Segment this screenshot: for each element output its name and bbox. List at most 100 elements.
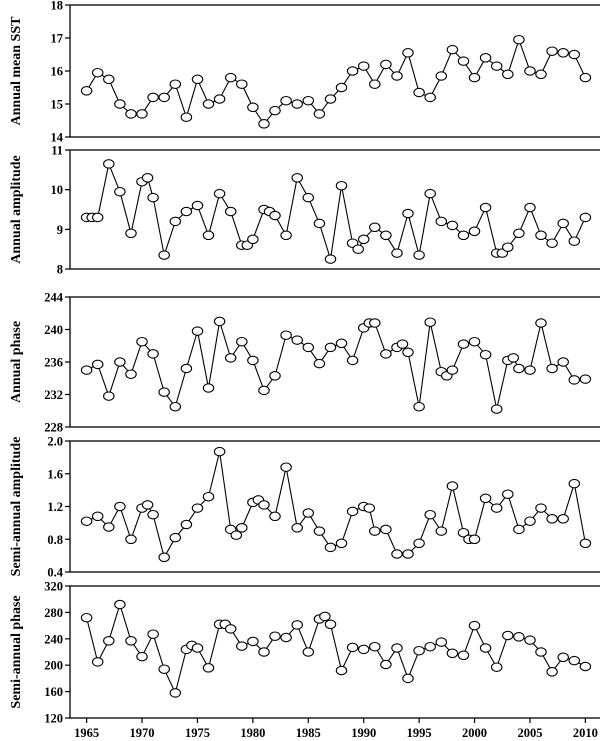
annual-mean-sst-series-line [86,37,586,125]
semi-annual-amplitude-point [236,523,248,533]
semi-annual-phase-point [280,632,292,643]
semi-annual-phase-point [402,673,414,684]
semi-annual-phase-point [557,652,569,663]
semi-annual-phase-axis-label: Semi-annual phase [9,595,24,708]
annual-amplitude-frame [69,149,600,270]
annual-mean-sst-point [191,74,204,85]
annual-mean-sst-point [369,79,381,89]
semi-annual-phase-point [357,644,370,655]
annual-mean-sst-point [291,99,303,109]
annual-amplitude-point [169,216,182,227]
semi-annual-amplitude-series-line [86,451,586,559]
semi-annual-phase-point [269,631,281,641]
annual-mean-sst-point [413,87,425,98]
semi-annual-phase-point [302,647,315,657]
annual-phase-point [457,339,470,349]
annual-mean-sst-point [424,92,436,103]
semi-annual-phase-point [91,657,104,667]
annual-mean-sst-point [346,66,359,76]
semi-annual-phase-point [169,688,182,698]
annual-phase-point [169,401,182,412]
annual-phase-point [335,338,348,349]
annual-mean-sst-point [80,86,93,96]
annual-amplitude-point [380,230,392,241]
annual-amplitude-axis-label: Annual amplitude [9,155,24,264]
annual-mean-sst-frame [69,4,600,138]
annual-phase-panel: 228 232 236 240 244 Annual phase [9,291,600,435]
semi-annual-amplitude-point [202,491,215,502]
annual-amplitude-point [435,216,448,227]
annual-mean-sst-point [568,49,581,60]
semi-annual-amplitude-point [502,489,514,499]
annual-mean-sst-point [313,109,326,119]
annual-amplitude-point [424,188,436,199]
annual-amplitude-point [302,192,315,203]
annual-mean-sst-point [180,112,193,122]
semi-annual-phase-point [80,612,93,623]
x-tick-label: 1980 [240,726,265,740]
semi-annual-amplitude-point [557,514,569,524]
semi-annual-amplitude-point [269,511,281,522]
annual-mean-sst-point [524,66,536,76]
annual-amplitude-point [568,236,581,246]
semi-annual-amplitude-point [546,514,558,524]
annual-phase-point [125,369,137,379]
x-tick-label: 2005 [517,726,542,740]
annual-phase-point [380,349,392,359]
annual-phase-point [147,349,159,359]
annual-phase-point [424,317,436,327]
semi-annual-phase-point [546,667,558,677]
annual-phase-point [247,355,259,366]
semi-annual-phase-point [568,655,581,666]
annual-phase-point [579,374,592,384]
semi-annual-amplitude-point [280,462,292,472]
annual-phase-point [446,365,459,375]
x-tick-label: 1970 [130,726,155,740]
semi-annual-amplitude-point [147,509,159,520]
annual-amplitude-point [335,180,348,191]
annual-phase-ytick-label: 236 [44,356,63,370]
semi-annual-phase-point [247,636,259,647]
x-tick-label: 1995 [407,726,432,740]
annual-amplitude-point [141,173,154,183]
annual-mean-sst-point [91,67,104,78]
semi-annual-phase-point [291,620,303,630]
annual-amplitude-point [125,228,137,239]
annual-phase-point [324,342,337,353]
semi-annual-phase-frame [69,585,600,719]
semi-annual-phase-ytick-label: 240 [44,632,63,646]
semi-annual-amplitude-point [313,526,326,536]
annual-phase-point [114,357,126,367]
annual-amplitude-point [535,230,547,241]
annual-amplitude-point [191,200,204,211]
annual-mean-sst-point [280,95,292,106]
annual-amplitude-point [357,234,370,245]
annual-amplitude-ytick-label: 10 [51,183,64,197]
semi-annual-phase-point [579,661,592,672]
semi-annual-amplitude-point [125,534,137,545]
annual-mean-sst-point [324,94,337,104]
annual-mean-sst-point [103,74,115,85]
semi-annual-phase-ytick-label: 280 [44,606,63,620]
semi-annual-phase-point [380,659,392,670]
semi-annual-phase-ytick-label: 160 [44,685,63,699]
annual-phase-point [513,363,525,374]
annual-amplitude-ytick-label: 8 [57,263,63,277]
annual-phase-point [202,383,215,393]
annual-mean-sst-ytick-label: 15 [51,98,64,112]
semi-annual-amplitude-point [468,534,481,545]
semi-annual-amplitude-point [302,508,315,518]
annual-amplitude-ytick-label: 11 [51,144,63,158]
annual-phase-point [396,339,409,349]
annual-mean-sst-point [258,119,270,129]
annual-mean-sst-ytick-label: 16 [51,65,64,79]
annual-mean-sst-point [391,71,403,81]
annual-amplitude-point [202,230,215,241]
semi-annual-amplitude-ytick-label: 1.6 [47,467,63,481]
x-tick-label: 1975 [185,726,210,740]
annual-mean-sst-ytick-label: 18 [51,0,64,13]
semi-annual-phase-point [236,641,248,651]
x-tick-label: 1990 [351,726,376,740]
semi-annual-amplitude-point [490,503,503,513]
semi-annual-phase-point [346,642,359,653]
